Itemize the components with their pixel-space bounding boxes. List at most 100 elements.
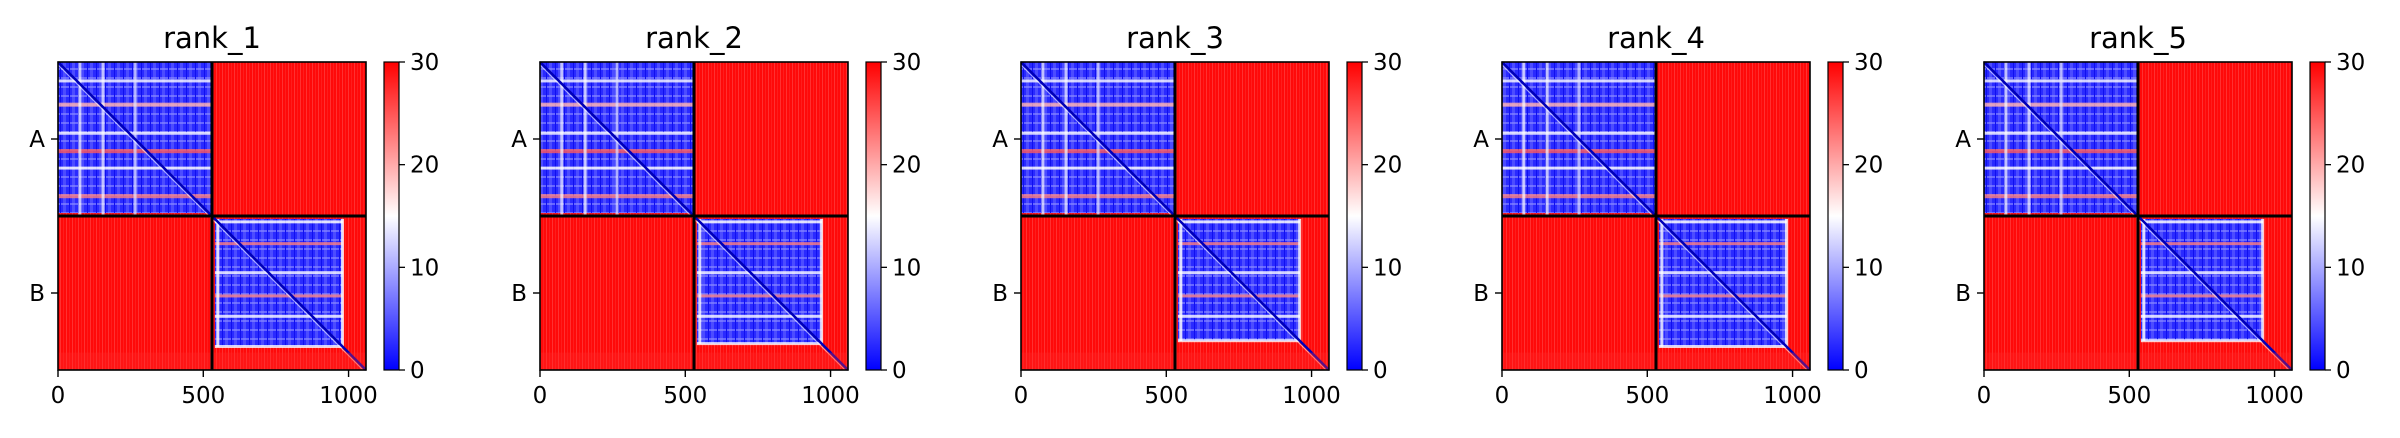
chain-B-row-streak	[1658, 294, 1787, 298]
chain-B-row-streak	[214, 345, 343, 349]
chain-A-col-streak	[583, 62, 587, 216]
y-tick-label-A: A	[511, 127, 527, 153]
x-tick-label: 0	[1014, 383, 1029, 409]
chain-B-row-streak	[214, 271, 343, 275]
chain-A-col-streak	[1064, 62, 1068, 216]
colorbar	[1827, 61, 1844, 371]
y-tick-label-B: B	[29, 281, 45, 307]
colorbar-tick-label: 0	[892, 358, 907, 384]
x-tick-label: 500	[181, 383, 225, 409]
y-tick-label-A: A	[1473, 127, 1489, 153]
colorbar-tick-label: 10	[1373, 255, 1402, 281]
chain-B-col-streak	[341, 218, 345, 347]
chain-B-row-streak	[2140, 220, 2263, 224]
panel-title: rank_5	[2089, 21, 2187, 55]
chain-B-row-streak	[1177, 220, 1300, 224]
chain-A-col-streak	[1041, 62, 1045, 216]
chain-B-col-streak	[1298, 218, 1302, 341]
chain-B-row-streak	[696, 294, 822, 298]
y-tick-label-B: B	[511, 281, 527, 307]
chain-B-row-streak	[696, 220, 822, 224]
chain-B-row-streak	[1177, 339, 1300, 343]
x-tick-label: 500	[2107, 383, 2151, 409]
chain-B-row-streak	[214, 242, 343, 246]
colorbar-tick-label: 10	[892, 255, 921, 281]
chain-A-col-streak	[101, 62, 105, 216]
panel-rank_2: rank_2 0 500 1000 A B 0 10 20 30	[511, 21, 921, 409]
colorbar-tick-label: 30	[410, 50, 439, 76]
chain-B-row-streak	[2140, 242, 2263, 246]
x-tick-label: 500	[1625, 383, 1669, 409]
x-tick-label: 0	[533, 383, 548, 409]
colorbar-tick-label: 30	[1373, 50, 1402, 76]
chain-B-col-streak	[2142, 218, 2146, 341]
x-tick-label: 0	[51, 383, 66, 409]
x-tick-label: 1000	[319, 383, 378, 409]
colorbar-tick-label: 20	[892, 153, 921, 179]
panel-title: rank_3	[1126, 21, 1224, 55]
chain-B-row-streak	[214, 220, 343, 224]
chain-B-row-streak	[696, 271, 822, 275]
chain-B-row-streak	[1658, 271, 1787, 275]
chain-B-row-streak	[1658, 314, 1787, 318]
colorbar	[1346, 61, 1363, 371]
axes-frame	[539, 61, 849, 371]
chain-A-col-streak	[1545, 62, 1549, 216]
chain-B-row-streak	[1177, 314, 1300, 318]
colorbar-tick-label: 0	[1854, 358, 1869, 384]
x-tick-label: 0	[1977, 383, 1992, 409]
colorbar-tick-label: 0	[1373, 358, 1388, 384]
chain-B-col-streak	[1660, 218, 1664, 347]
colorbar-tick-label: 20	[1854, 153, 1883, 179]
x-tick-label: 500	[1144, 383, 1188, 409]
colorbar	[865, 61, 882, 371]
y-tick-label-B: B	[992, 281, 1008, 307]
colorbar-tick-label: 20	[410, 153, 439, 179]
chain-B-row-streak	[1177, 294, 1300, 298]
colorbar-tick-label: 0	[2336, 358, 2351, 384]
chain-B-col-streak	[1179, 218, 1183, 341]
y-tick-label-B: B	[1473, 281, 1489, 307]
panel-rank_3: rank_3 0 500 1000 A B 0 10 20 30	[992, 21, 1402, 409]
chain-A-col-streak	[560, 62, 564, 216]
chain-A-col-streak	[2004, 62, 2008, 216]
colorbar-tick-label: 10	[410, 255, 439, 281]
colorbar-tick-label: 30	[2336, 50, 2365, 76]
chain-B-row-streak	[1177, 242, 1300, 246]
colorbar-tick-label: 10	[1854, 255, 1883, 281]
panel-title: rank_1	[163, 21, 261, 55]
chain-B-row-streak	[2140, 339, 2263, 343]
chain-B-col-streak	[698, 218, 702, 344]
axes-frame	[1501, 61, 1811, 371]
chain-B-row-streak	[696, 314, 822, 318]
chain-B-col-streak	[1785, 218, 1789, 347]
chain-B-col-streak	[820, 218, 824, 344]
colorbar	[2309, 61, 2326, 371]
chain-B-col-streak	[216, 218, 220, 347]
x-tick-label: 1000	[1282, 383, 1341, 409]
y-tick-label-A: A	[29, 127, 45, 153]
chain-B-row-streak	[2140, 271, 2263, 275]
chain-B-row-streak	[1658, 345, 1787, 349]
colorbar-tick-label: 10	[2336, 255, 2365, 281]
chain-B-row-streak	[2140, 314, 2263, 318]
x-tick-label: 0	[1495, 383, 1510, 409]
panel-title: rank_2	[645, 21, 743, 55]
chain-A-col-streak	[1522, 62, 1526, 216]
panel-title: rank_4	[1607, 21, 1705, 55]
x-tick-label: 500	[663, 383, 707, 409]
chain-A-col-streak	[78, 62, 82, 216]
colorbar-tick-label: 30	[892, 50, 921, 76]
chain-B-row-streak	[1658, 220, 1787, 224]
y-tick-label-A: A	[1955, 127, 1971, 153]
colorbar	[383, 61, 400, 371]
panel-rank_1: rank_1 0 500 1000 A B 0 10 20 30	[29, 21, 439, 409]
chain-B-row-streak	[696, 342, 822, 346]
chain-B-col-streak	[2261, 218, 2265, 341]
chain-B-row-streak	[214, 294, 343, 298]
axes-frame	[1983, 61, 2293, 371]
y-tick-label-A: A	[992, 127, 1008, 153]
chain-B-row-streak	[1177, 271, 1300, 275]
colorbar-tick-label: 0	[410, 358, 425, 384]
